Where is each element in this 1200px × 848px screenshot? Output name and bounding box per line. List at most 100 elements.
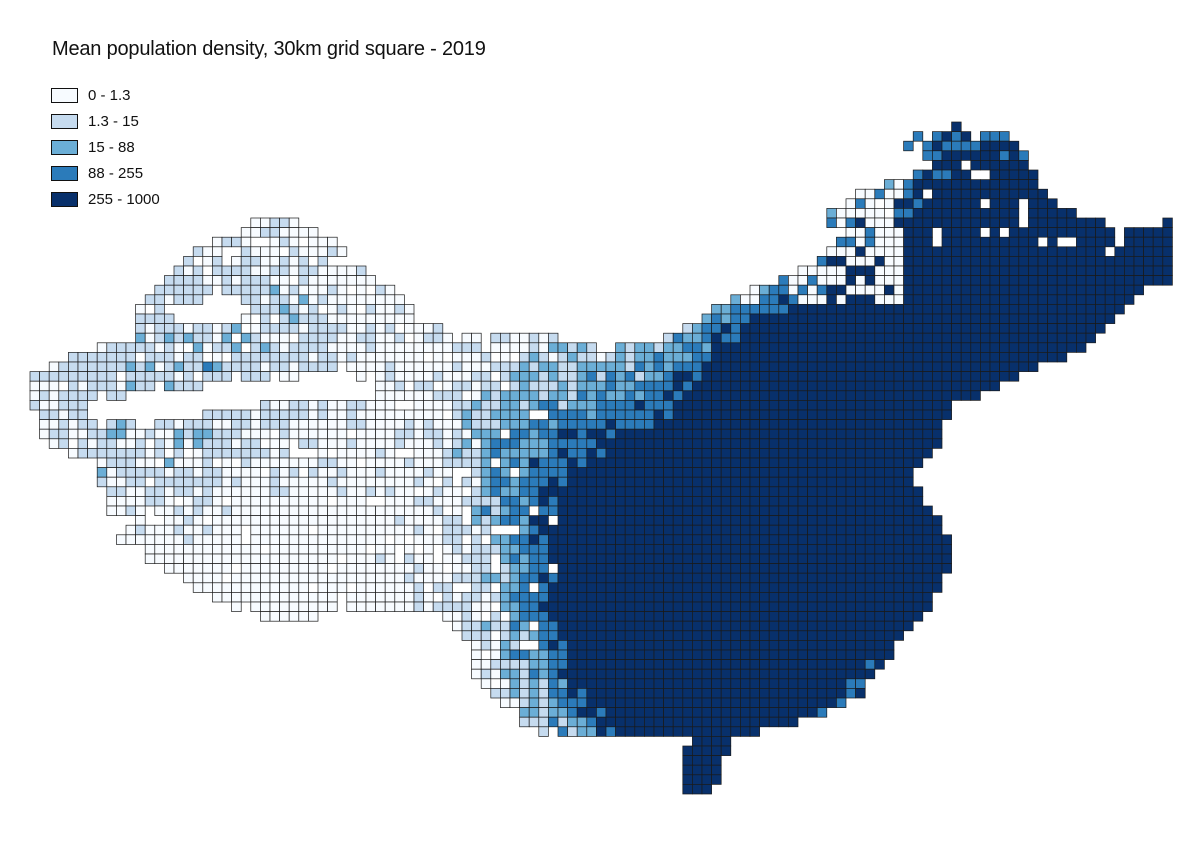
grid-cell	[864, 438, 876, 449]
grid-cell	[768, 678, 780, 689]
grid-cell	[317, 476, 328, 488]
grid-cell	[884, 515, 895, 526]
grid-cell	[682, 630, 693, 641]
grid-cell	[567, 592, 578, 603]
grid-cell	[471, 428, 482, 440]
grid-cell	[615, 505, 626, 516]
grid-cell	[663, 476, 674, 488]
grid-cell	[154, 323, 165, 334]
grid-cell	[490, 659, 501, 670]
grid-cell	[932, 563, 943, 574]
grid-cell	[682, 400, 693, 411]
grid-cell	[922, 553, 933, 564]
grid-cell	[797, 496, 808, 507]
grid-cell	[480, 659, 492, 670]
grid-cell	[605, 352, 616, 363]
grid-cell	[682, 553, 693, 564]
grid-cell	[874, 352, 885, 363]
grid-cell	[893, 419, 904, 430]
grid-cell	[692, 457, 703, 468]
grid-cell	[692, 352, 703, 363]
grid-cell	[567, 707, 578, 718]
grid-cell	[432, 352, 444, 363]
grid-cell	[202, 476, 213, 488]
grid-cell	[250, 505, 261, 516]
grid-cell	[615, 390, 626, 401]
grid-cell	[461, 409, 472, 420]
grid-cell	[932, 515, 943, 526]
grid-cell	[701, 544, 712, 555]
grid-cell	[701, 582, 712, 593]
grid-cell	[989, 361, 1000, 372]
grid-cell	[279, 505, 290, 516]
grid-cell	[845, 563, 856, 574]
grid-cell	[740, 649, 751, 660]
grid-cell	[346, 409, 357, 420]
grid-cell	[999, 160, 1010, 171]
grid-cell	[519, 332, 530, 344]
grid-cell	[576, 611, 588, 622]
grid-cell	[855, 649, 866, 660]
grid-cell	[375, 428, 386, 440]
grid-cell	[989, 208, 1000, 219]
grid-cell	[711, 476, 722, 488]
grid-cell	[768, 688, 780, 699]
grid-cell	[548, 553, 559, 564]
grid-cell	[365, 332, 376, 344]
grid-cell	[605, 572, 616, 584]
grid-cell	[730, 524, 741, 536]
grid-cell	[260, 563, 271, 574]
grid-cell	[356, 323, 367, 334]
grid-cell	[480, 524, 492, 536]
grid-cell	[557, 371, 568, 382]
grid-cell	[941, 246, 952, 257]
grid-cell	[864, 304, 876, 315]
grid-cell	[125, 496, 136, 507]
grid-cell	[1056, 208, 1068, 219]
grid-cell	[1143, 236, 1154, 248]
grid-cell	[730, 419, 741, 430]
grid-cell	[1076, 227, 1087, 238]
grid-cell	[356, 438, 367, 449]
grid-cell	[288, 217, 300, 228]
grid-cell	[941, 304, 952, 315]
grid-cell	[68, 448, 79, 459]
grid-cell	[356, 572, 367, 584]
grid-cell	[816, 361, 828, 372]
grid-cell	[797, 611, 808, 622]
grid-cell	[855, 352, 866, 363]
grid-cell	[384, 294, 396, 305]
grid-cell	[826, 582, 837, 593]
grid-cell	[1008, 227, 1020, 238]
grid-cell	[624, 563, 636, 574]
grid-cell	[1018, 246, 1029, 257]
grid-cell	[682, 505, 693, 516]
grid-cell	[288, 582, 300, 593]
grid-cell	[116, 428, 127, 440]
grid-cell	[644, 582, 655, 593]
grid-cell	[346, 467, 357, 478]
grid-cell	[586, 553, 597, 564]
grid-cell	[903, 563, 914, 574]
grid-cell	[432, 371, 444, 382]
grid-cell	[778, 476, 789, 488]
grid-cell	[586, 515, 597, 526]
grid-cell	[202, 457, 213, 468]
grid-cell	[365, 515, 376, 526]
grid-cell	[989, 352, 1000, 363]
grid-cell	[644, 342, 655, 353]
grid-cell	[221, 419, 232, 430]
grid-cell	[39, 390, 50, 401]
grid-cell	[692, 688, 703, 699]
grid-cell	[644, 486, 655, 497]
grid-cell	[826, 275, 837, 286]
grid-cell	[845, 428, 856, 440]
grid-cell	[48, 400, 60, 411]
grid-cell	[375, 457, 386, 468]
grid-cell	[509, 400, 520, 411]
grid-cell	[903, 601, 914, 612]
grid-cell	[624, 400, 636, 411]
grid-cell	[1028, 208, 1039, 219]
grid-cell	[768, 515, 780, 526]
grid-cell	[720, 640, 732, 651]
